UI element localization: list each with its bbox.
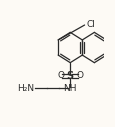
Text: Cl: Cl: [86, 20, 95, 29]
Text: O: O: [57, 71, 64, 80]
Text: H₂N: H₂N: [17, 84, 34, 93]
Text: O: O: [76, 71, 82, 80]
Text: S: S: [66, 71, 73, 81]
Text: NH: NH: [63, 84, 76, 93]
